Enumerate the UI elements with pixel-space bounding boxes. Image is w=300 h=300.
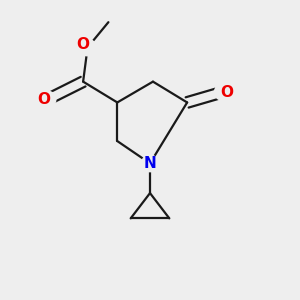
Circle shape [39, 91, 56, 108]
Circle shape [79, 39, 96, 56]
Circle shape [214, 84, 231, 100]
Text: N: N [144, 156, 156, 171]
Text: O: O [220, 85, 233, 100]
Text: O: O [38, 92, 50, 107]
Text: O: O [76, 37, 90, 52]
Circle shape [142, 155, 158, 172]
